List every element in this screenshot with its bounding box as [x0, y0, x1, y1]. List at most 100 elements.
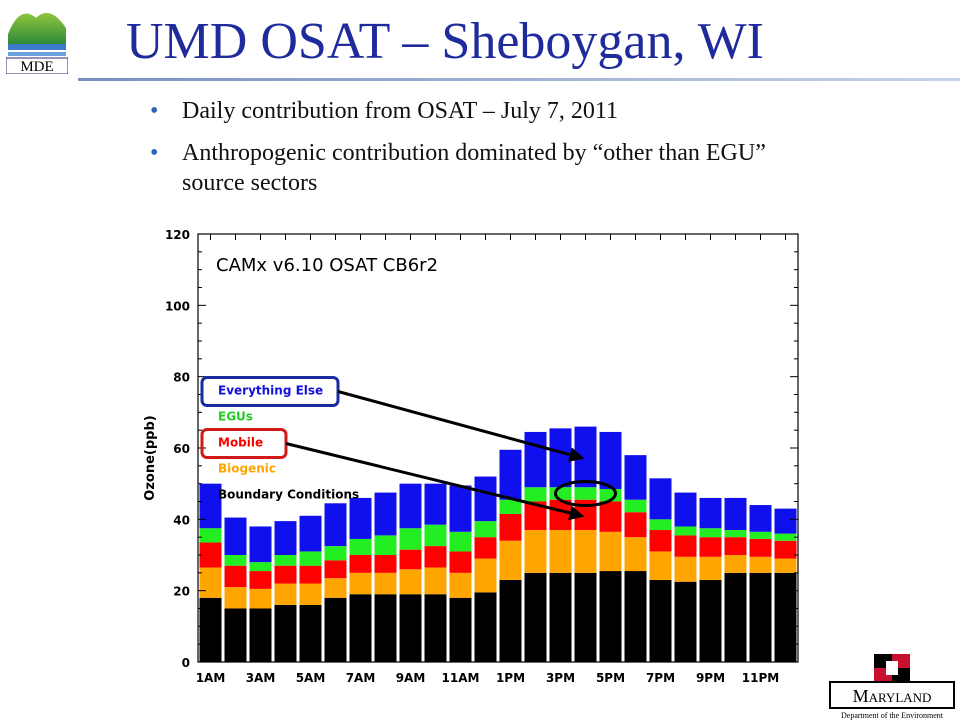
- bar-segment: [299, 551, 322, 566]
- bar-segment: [274, 583, 297, 605]
- bar-segment: [324, 578, 347, 598]
- bar-segment: [774, 572, 797, 662]
- x-tick-label: 5AM: [296, 671, 326, 685]
- legend-entry: Mobile: [218, 436, 263, 450]
- bar-segment: [499, 449, 522, 500]
- bar-segment: [224, 555, 247, 566]
- bar-segment: [499, 499, 522, 514]
- bullet-dot: •: [150, 140, 159, 166]
- bar-segment: [674, 492, 697, 527]
- bullet-text: Anthropogenic contribution dominated by …: [182, 140, 766, 196]
- bar-segment: [524, 572, 547, 662]
- bar-segment: [399, 483, 422, 529]
- bar-segment: [349, 555, 372, 573]
- bar-segment: [599, 531, 622, 572]
- bar-segment: [674, 556, 697, 582]
- bar-segment: [399, 569, 422, 595]
- bar-segment: [549, 572, 572, 662]
- bar-segment: [299, 604, 322, 662]
- maryland-logo: Maryland Department of the Environment: [829, 654, 955, 720]
- bar-segment: [349, 497, 372, 539]
- bar-segment: [749, 556, 772, 573]
- page-title: UMD OSAT – Sheboygan, WI: [126, 13, 764, 70]
- bar-segment: [249, 562, 272, 572]
- bar-segment: [649, 519, 672, 531]
- bar-segment: [474, 537, 497, 559]
- x-tick-label: 11PM: [742, 671, 779, 685]
- bar-segment: [274, 521, 297, 555]
- bar-segment: [199, 528, 222, 543]
- bars: [199, 426, 797, 662]
- bar-segment: [449, 531, 472, 552]
- bar-segment: [674, 581, 697, 662]
- bar-segment: [749, 531, 772, 539]
- bar-segment: [699, 556, 722, 580]
- bar-segment: [274, 604, 297, 662]
- bar-segment: [549, 428, 572, 488]
- x-tick-label: 7AM: [346, 671, 376, 685]
- bullet-text: Daily contribution from OSAT – July 7, 2…: [182, 98, 618, 124]
- bar-segment: [724, 530, 747, 538]
- bar-segment: [649, 478, 672, 520]
- bar-segment: [774, 508, 797, 534]
- bar-segment: [774, 533, 797, 541]
- bar-segment: [424, 567, 447, 595]
- bar-segment: [499, 513, 522, 541]
- bar-segment: [599, 501, 622, 532]
- bar-segment: [724, 497, 747, 531]
- bar-segment: [699, 528, 722, 538]
- legend-entry: Everything Else: [218, 384, 323, 398]
- bar-segment: [249, 526, 272, 563]
- bar-segment: [574, 572, 597, 662]
- bar-segment: [624, 537, 647, 572]
- bar-segment: [199, 567, 222, 598]
- bar-segment: [699, 579, 722, 662]
- bar-segment: [649, 551, 672, 580]
- bar-segment: [574, 426, 597, 488]
- legend-entry: EGUs: [218, 410, 253, 424]
- bar-segment: [599, 431, 622, 490]
- bar-segment: [349, 572, 372, 595]
- bar-segment: [649, 579, 672, 662]
- bar-segment: [674, 526, 697, 536]
- x-tick-label: 11AM: [442, 671, 480, 685]
- mde-logo: MDE: [6, 12, 68, 74]
- bar-segment: [299, 515, 322, 552]
- bar-segment: [399, 594, 422, 662]
- bar-segment: [299, 565, 322, 584]
- bar-segment: [249, 608, 272, 662]
- bar-segment: [449, 485, 472, 532]
- maryland-logo-name: Maryland: [853, 686, 932, 706]
- maryland-logo-subtitle: Department of the Environment: [841, 711, 944, 720]
- x-tick-label: 9PM: [696, 671, 725, 685]
- bar-segment: [374, 594, 397, 662]
- x-tick-label: 1AM: [196, 671, 226, 685]
- flag-shield-icon: [874, 654, 910, 682]
- bar-segment: [449, 551, 472, 573]
- x-axis: 1AM 3AM 5AM 7AM 9AM 11AM 1PM 3PM 5PM 7PM 9PM 11PM: [196, 234, 786, 685]
- bar-segment: [699, 497, 722, 529]
- legend-entry: Biogenic: [218, 462, 276, 476]
- bar-segment: [424, 546, 447, 568]
- bar-segment: [324, 503, 347, 547]
- bar-segment: [749, 572, 772, 662]
- bar-segment: [774, 558, 797, 573]
- bar-segment: [724, 537, 747, 555]
- x-tick-label: 1PM: [496, 671, 525, 685]
- bar-segment: [624, 455, 647, 500]
- bar-segment: [324, 597, 347, 662]
- bar-segment: [274, 555, 297, 566]
- y-axis-label: Ozone(ppb): [143, 415, 158, 500]
- legend-entry: Boundary Conditions: [218, 488, 359, 502]
- y-tick-label: 80: [173, 371, 190, 385]
- bar-segment: [399, 528, 422, 550]
- title-divider: [78, 78, 960, 81]
- bar-segment: [199, 597, 222, 662]
- bar-segment: [699, 537, 722, 557]
- bar-segment: [574, 530, 597, 573]
- annotations: [200, 376, 617, 521]
- bar-segment: [474, 476, 497, 522]
- bar-segment: [549, 499, 572, 531]
- bullet-dot: •: [150, 98, 159, 124]
- bar-segment: [349, 538, 372, 555]
